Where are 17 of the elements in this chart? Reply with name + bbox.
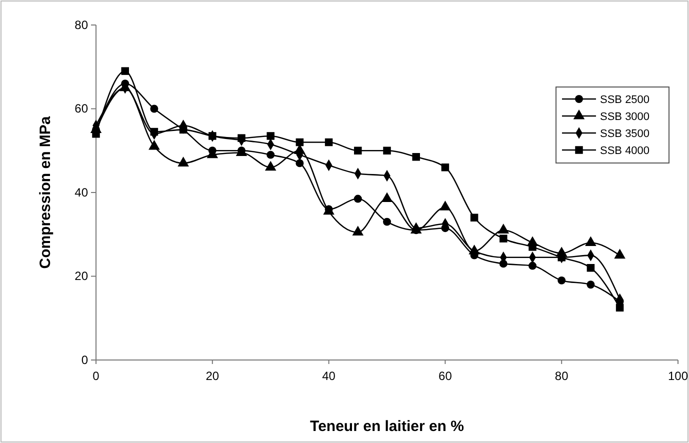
x-tick-label: 0 <box>92 369 100 384</box>
x-axis-title: Teneur en laitier en % <box>310 418 464 435</box>
y-tick-label: 60 <box>74 102 88 116</box>
y-tick-label: 80 <box>74 18 88 32</box>
legend-label: SSB 4000 <box>600 145 650 157</box>
legend-label: SSB 3500 <box>600 128 650 140</box>
y-tick-label: 20 <box>74 269 88 284</box>
y-tick-label: 40 <box>74 185 88 200</box>
x-tick-label: 60 <box>438 369 452 384</box>
x-tick-label: 100 <box>668 369 688 384</box>
legend-label: SSB 3000 <box>600 111 650 123</box>
y-tick-label: 0 <box>81 352 88 367</box>
legend-label: SSB 2500 <box>600 94 650 106</box>
x-tick-label: 20 <box>206 369 220 384</box>
y-axis-title: Compression en MPa <box>37 116 54 269</box>
x-tick-label: 40 <box>322 369 336 384</box>
x-tick-label: 80 <box>554 369 569 384</box>
